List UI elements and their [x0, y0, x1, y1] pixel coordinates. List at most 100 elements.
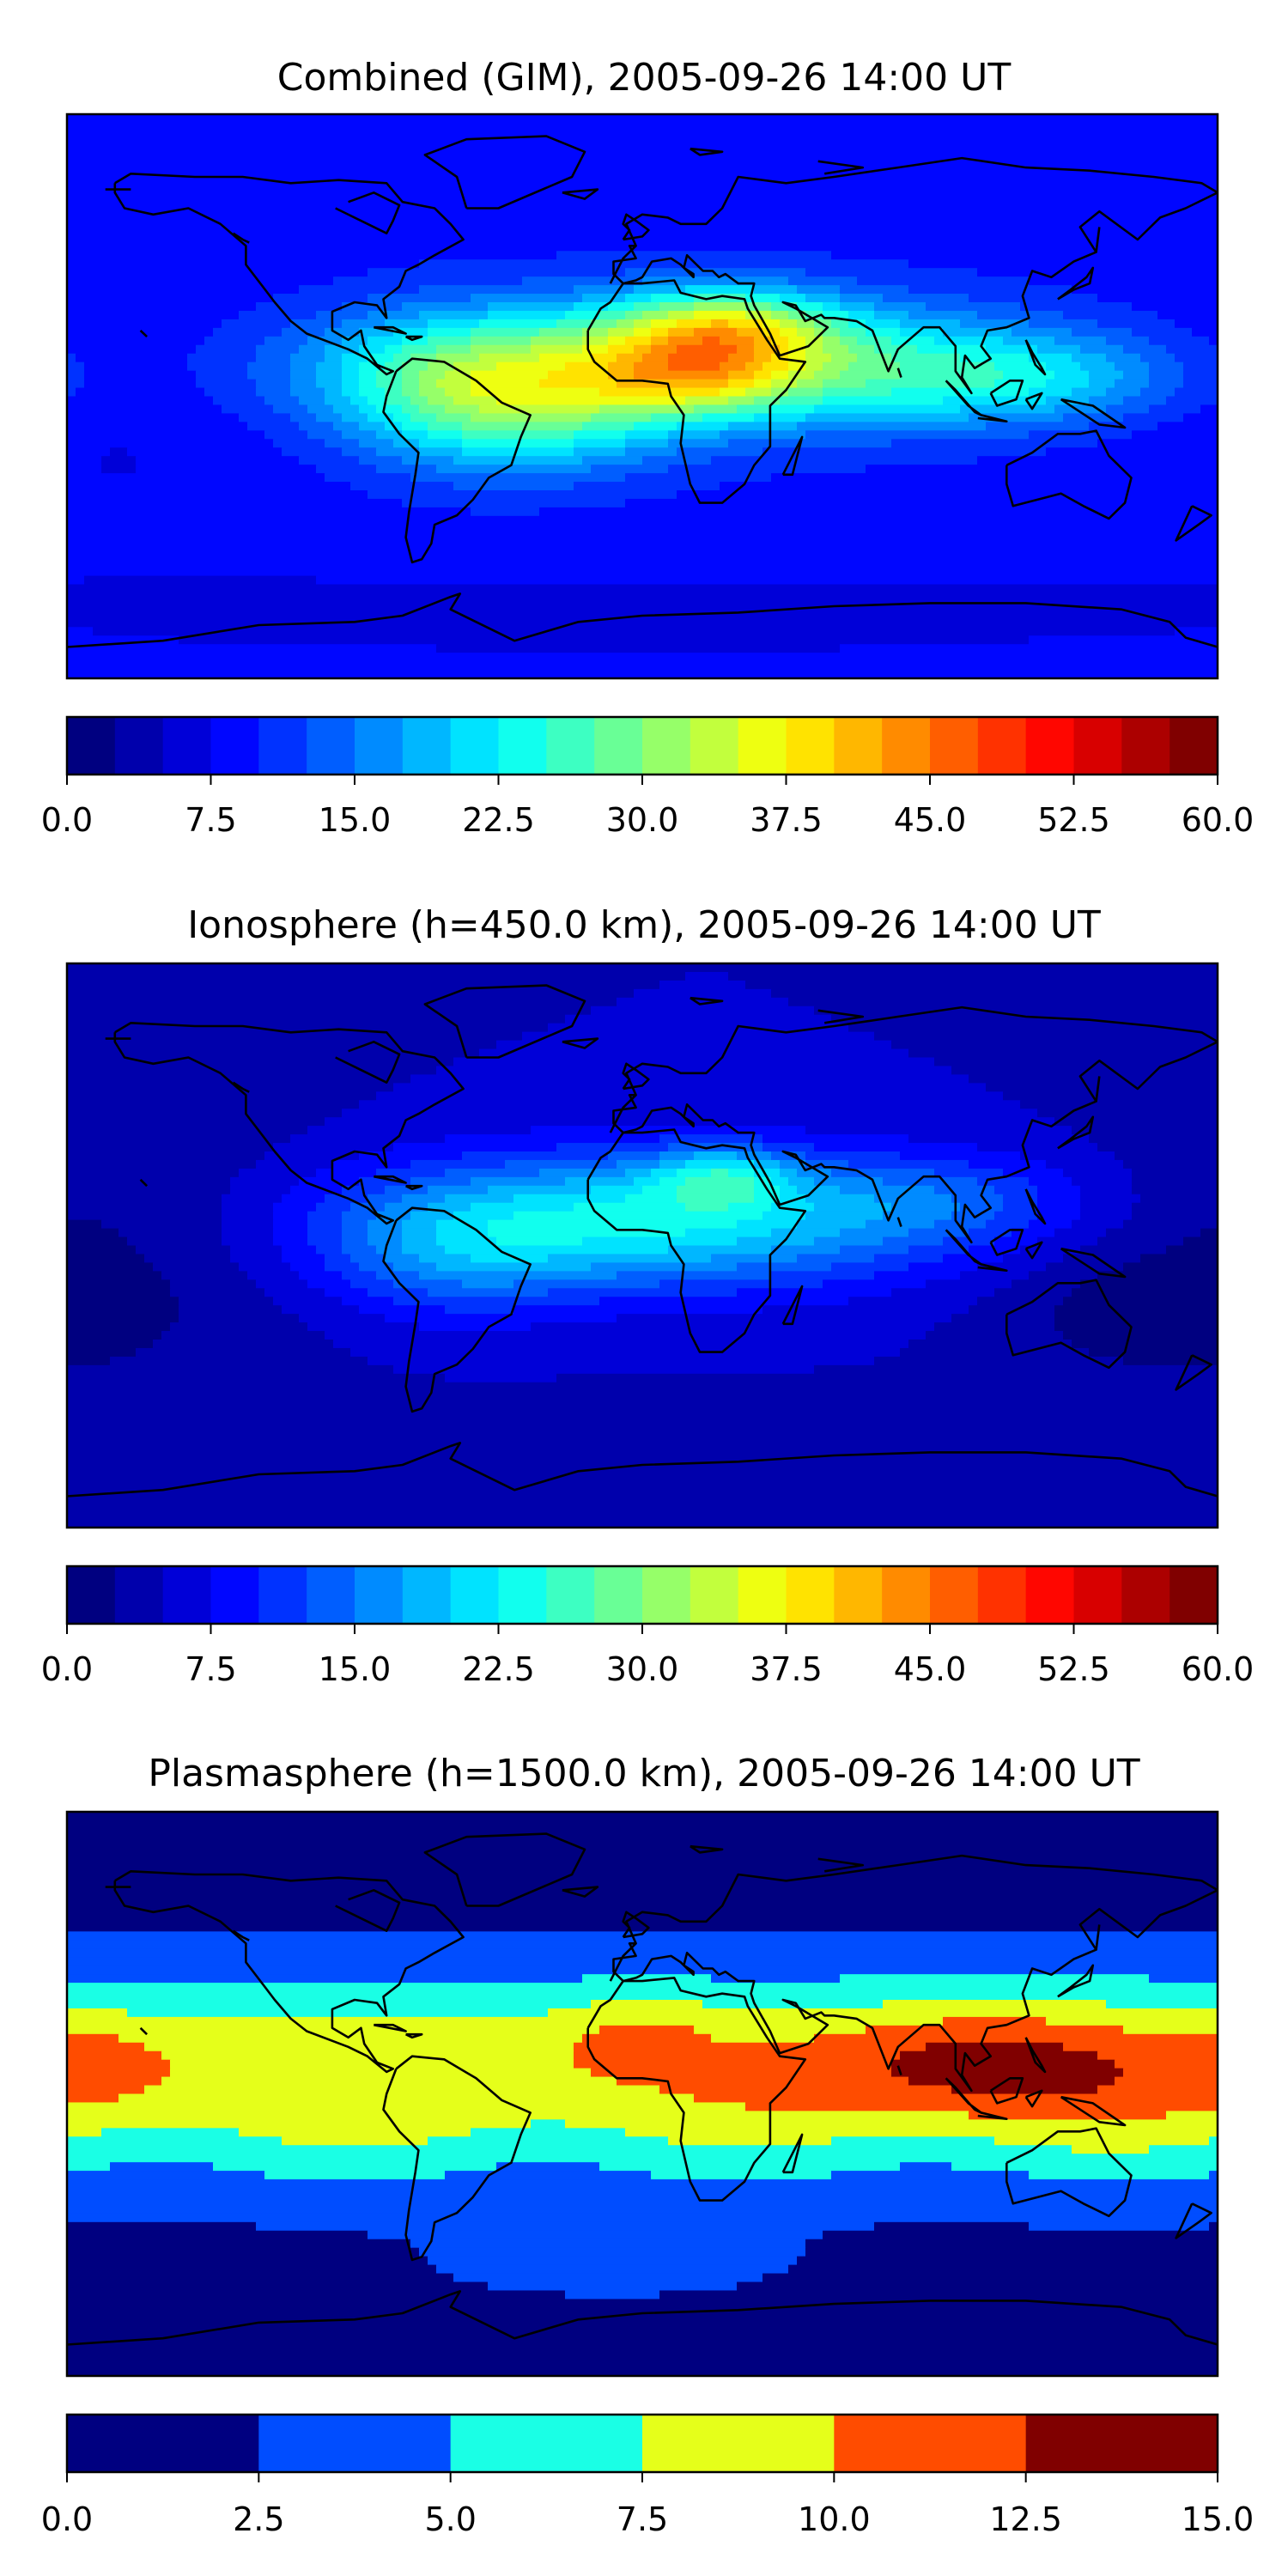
heatmap-cell [247, 362, 291, 372]
heatmap-cell [350, 1279, 394, 1289]
heatmap-cell [1097, 2086, 1218, 2095]
colorbar-tick-label: 30.0 [606, 1650, 679, 1688]
heatmap-cell [67, 1846, 1218, 1856]
heatmap-cell [805, 268, 978, 277]
heatmap-cell [513, 1305, 763, 1315]
heatmap-cell [282, 1194, 325, 1204]
heatmap-cell [951, 1314, 1055, 1323]
heatmap-cell [67, 2265, 437, 2275]
heatmap-cell [634, 1177, 660, 1187]
heatmap-cell [325, 1262, 360, 1272]
heatmap-cell [67, 319, 222, 329]
heatmap-cell [67, 2239, 411, 2249]
heatmap-cell [1003, 1091, 1218, 1101]
heatmap-cell [67, 1117, 325, 1127]
heatmap-cell [556, 319, 592, 329]
heatmap-cell [136, 1348, 351, 1358]
heatmap-cell [659, 1160, 686, 1170]
heatmap-cell [685, 1160, 755, 1170]
colorbar-swatch [499, 717, 547, 775]
colorbar-swatch [211, 717, 259, 775]
heatmap-cell [745, 362, 763, 372]
heatmap-cell [350, 397, 368, 406]
heatmap-cell [1054, 371, 1090, 380]
heatmap-cell [737, 404, 772, 414]
heatmap-cell [247, 422, 300, 431]
heatmap-cell [282, 328, 325, 337]
heatmap-cell [67, 1510, 1218, 1520]
heatmap-cell [1003, 371, 1055, 380]
heatmap-cell [67, 1066, 437, 1075]
heatmap-cell [67, 661, 1218, 671]
heatmap-cell [1149, 1974, 1218, 1984]
heatmap-cell [453, 482, 574, 491]
heatmap-cell [677, 490, 1218, 500]
heatmap-cell [1132, 302, 1218, 312]
heatmap-cell [144, 2086, 660, 2095]
heatmap-cell [419, 1254, 471, 1263]
heatmap-cell [874, 311, 909, 320]
colorbar-tick-label: 5.0 [424, 2500, 476, 2538]
heatmap-cell [591, 1186, 643, 1195]
heatmap-cell [67, 149, 1218, 158]
heatmap-cell [823, 2231, 1218, 2240]
heatmap-cell [342, 1229, 368, 1238]
heatmap-cell [273, 1212, 308, 1221]
heatmap-cell [771, 1246, 841, 1255]
heatmap-cell [608, 345, 635, 355]
heatmap-cell [376, 465, 437, 474]
heatmap-cell [67, 2060, 171, 2069]
heatmap-cell [67, 209, 1218, 218]
heatmap-cell [823, 1279, 927, 1289]
heatmap-cell [720, 482, 1218, 491]
heatmap-cell [599, 2026, 695, 2035]
heatmap-cell [67, 2333, 1218, 2342]
heatmap-cell [445, 404, 480, 414]
colorbar-tick-label: 45.0 [894, 1650, 967, 1688]
heatmap-cell [797, 2257, 1218, 2266]
heatmap-cell [694, 1151, 738, 1161]
heatmap-cell [797, 302, 823, 312]
heatmap-cell [1037, 1186, 1081, 1195]
heatmap-cell [67, 1863, 1218, 1873]
heatmap-cell [1072, 1288, 1218, 1297]
colorbar-swatch [594, 1566, 642, 1624]
heatmap-cell [1115, 1151, 1218, 1161]
heatmap-cell [67, 2171, 265, 2180]
heatmap-cell [1183, 362, 1218, 372]
heatmap-cell [256, 388, 291, 398]
heatmap-cell [385, 345, 403, 355]
heatmap-cell [67, 2350, 1218, 2360]
heatmap-cell [754, 371, 772, 380]
heatmap-cell [728, 380, 755, 389]
heatmap-cell [402, 1194, 446, 1204]
heatmap-cell [299, 397, 325, 406]
heatmap-cell [891, 1041, 1218, 1050]
heatmap-cell [805, 1126, 1072, 1135]
heatmap-cell [350, 1254, 386, 1263]
panel-title-combined: Combined (GIM), 2005-09-26 14:00 UT [277, 56, 1012, 100]
heatmap-cell [359, 371, 377, 380]
heatmap-cell [368, 1237, 403, 1247]
heatmap-cell [67, 1983, 1218, 1992]
heatmap-cell [711, 319, 729, 329]
heatmap-cell [1132, 1203, 1218, 1212]
heatmap-cell [488, 302, 574, 312]
heatmap-cell [1037, 345, 1081, 355]
heatmap-cell [1115, 380, 1150, 389]
heatmap-cell [831, 251, 1218, 260]
heatmap-cell [1132, 328, 1193, 337]
heatmap-cell [582, 1237, 738, 1247]
heatmap-cell [805, 1151, 901, 1161]
colorbar-tick-label: 12.5 [989, 2500, 1062, 2538]
heatmap-cell [299, 422, 334, 431]
heatmap-cell [1063, 1169, 1133, 1178]
heatmap-cell [67, 525, 1218, 534]
heatmap-cell [428, 1186, 489, 1195]
colorbar-swatch [307, 717, 355, 775]
heatmap-cell [402, 345, 437, 355]
heatmap-cell [891, 1203, 961, 1212]
heatmap-cell [67, 1957, 1218, 1966]
heatmap-cell [385, 1314, 617, 1323]
heatmap-cell [677, 319, 712, 329]
